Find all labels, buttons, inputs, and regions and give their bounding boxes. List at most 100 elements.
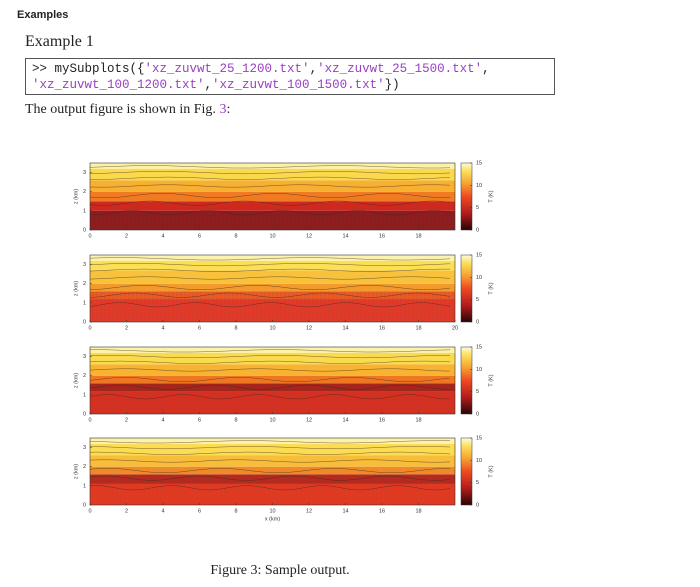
figure-caption: Figure 3: Sample output.: [210, 563, 350, 578]
code-token: ,: [204, 78, 213, 92]
x-tick-label: 6: [198, 417, 201, 423]
x-tick-label: 2: [125, 508, 128, 514]
contour-line: [89, 446, 451, 450]
colorbar-tick-label: 15: [476, 344, 482, 350]
contour-line: [89, 210, 451, 216]
x-tick-label: 12: [306, 233, 312, 239]
contour-line: [90, 176, 451, 180]
code-token: }): [384, 78, 400, 92]
field-band: [90, 443, 455, 456]
x-tick-label: 6: [198, 325, 201, 331]
colorbar-tick-label: 0: [476, 502, 479, 508]
contour-line: [89, 268, 450, 272]
x-tick-label: 6: [198, 233, 201, 239]
x-tick-label: 8: [234, 325, 237, 331]
contour-line: [89, 263, 451, 267]
contour-line: [89, 276, 451, 280]
colorbar-tick-label: 0: [476, 227, 479, 233]
y-tick-label: 0: [83, 319, 86, 325]
y-tick-label: 3: [83, 354, 86, 360]
x-tick-label: 4: [161, 325, 164, 331]
y-axis-label: z (km): [73, 464, 79, 479]
y-tick-label: 0: [83, 411, 86, 417]
field-texture: [90, 383, 455, 414]
colorbar-tick-label: 15: [476, 435, 482, 441]
x-tick-label: 12: [306, 325, 312, 331]
x-tick-label: 10: [269, 508, 275, 514]
x-tick-label: 4: [161, 417, 164, 423]
y-tick-label: 3: [83, 445, 86, 451]
code-token: 'xz_zuvwt_100_1500.txt': [212, 78, 385, 92]
code-token: >> mySubplots({: [32, 62, 145, 76]
x-tick-label: 16: [379, 325, 385, 331]
contour-line: [89, 184, 451, 188]
colorbar-tick-label: 10: [476, 367, 482, 373]
colorbar-tick-label: 0: [476, 319, 479, 325]
paragraph: The output figure is shown in Fig. 3:: [25, 102, 230, 118]
colorbar-label: T (K): [488, 282, 494, 294]
x-tick-label: 16: [379, 508, 385, 514]
contour-line: [89, 394, 450, 400]
x-tick-label: 10: [269, 417, 275, 423]
x-tick-label: 2: [125, 325, 128, 331]
x-tick-label: 20: [452, 325, 458, 331]
field-band: [90, 283, 455, 292]
x-tick-label: 14: [342, 508, 348, 514]
contour-line: [89, 451, 451, 455]
contour-line: [89, 292, 451, 298]
contour-line: [89, 257, 451, 261]
y-tick-label: 2: [83, 281, 86, 287]
y-tick-label: 1: [83, 392, 86, 398]
paragraph-text: The output figure is shown in Fig.: [25, 102, 220, 117]
colorbar-tick-label: 5: [476, 389, 479, 395]
x-tick-label: 10: [269, 233, 275, 239]
y-tick-label: 2: [83, 464, 86, 470]
contour-line: [89, 485, 451, 491]
x-tick-label: 0: [88, 417, 91, 423]
colorbar-tick-label: 10: [476, 183, 482, 189]
y-tick-label: 2: [83, 189, 86, 195]
code-token: 'xz_zuvwt_100_1200.txt': [32, 78, 205, 92]
figure-ref[interactable]: 3: [219, 102, 227, 117]
colorbar-tick-label: 5: [476, 480, 479, 486]
code-token: ,: [482, 62, 490, 76]
x-tick-label: 2: [125, 417, 128, 423]
x-tick-label: 12: [306, 417, 312, 423]
y-tick-label: 0: [83, 227, 86, 233]
colorbar-tick-label: 0: [476, 411, 479, 417]
contour-line: [89, 349, 451, 353]
contour-line: [89, 468, 450, 473]
x-tick-label: 16: [379, 417, 385, 423]
colorbar-tick-label: 15: [476, 160, 482, 166]
x-tick-label: 14: [342, 325, 348, 331]
contour-line: [89, 285, 451, 290]
x-tick-label: 14: [342, 233, 348, 239]
code-token: ,: [309, 62, 318, 76]
colorbar-tick-label: 10: [476, 275, 482, 281]
contour-line: [89, 171, 451, 175]
x-tick-label: 14: [342, 417, 348, 423]
x-tick-label: 4: [161, 508, 164, 514]
x-tick-label: 4: [161, 233, 164, 239]
contour-line: [89, 200, 451, 206]
colorbar-tick-label: 15: [476, 252, 482, 258]
colorbar-tick-label: 10: [476, 458, 482, 464]
x-tick-label: 18: [415, 508, 421, 514]
colorbar: [460, 346, 473, 415]
x-tick-label: 8: [234, 417, 237, 423]
x-axis-label: x (km): [265, 516, 280, 522]
x-tick-label: 16: [379, 233, 385, 239]
field-texture: [90, 291, 455, 322]
y-axis-label: z (km): [73, 189, 79, 204]
contour-line: [89, 193, 451, 198]
y-tick-label: 3: [83, 170, 86, 176]
x-tick-label: 2: [125, 233, 128, 239]
contour-line: [89, 355, 450, 359]
field-band: [90, 375, 455, 384]
colorbar-label: T (K): [488, 465, 494, 477]
contour-line: [89, 165, 451, 169]
y-tick-label: 3: [83, 262, 86, 268]
contour-line: [89, 368, 451, 372]
